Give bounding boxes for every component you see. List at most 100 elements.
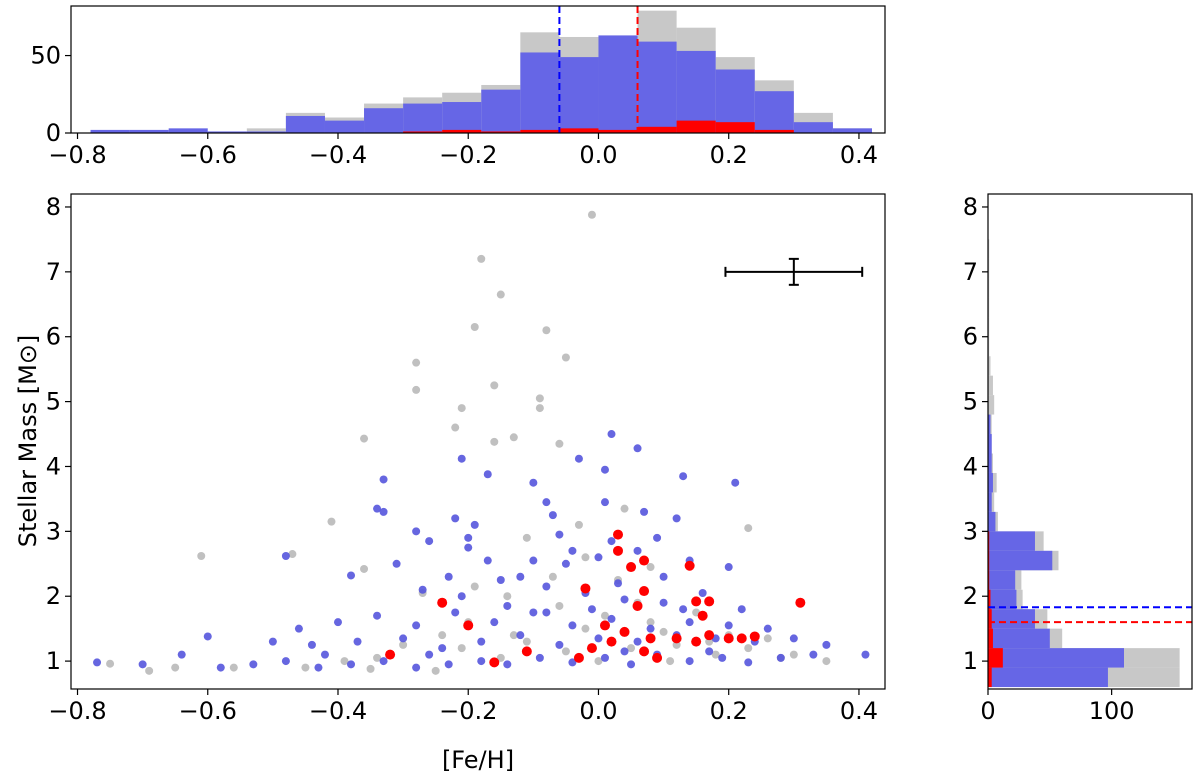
right-hist-bar-selected [988, 492, 992, 512]
scatter-x-axis: −0.8 −0.6 −0.4 −0.2 0.0 0.2 0.4 [48, 689, 878, 725]
right-histogram-median-lines [988, 606, 1192, 624]
scatter-points [93, 210, 870, 675]
scatter-point-red [613, 545, 624, 556]
scatter-point-gray [470, 322, 479, 331]
scatter-point-blue [685, 618, 694, 627]
scatter-point-red [626, 562, 637, 573]
scatter-point-blue [483, 470, 492, 479]
scatter-point-blue [659, 572, 668, 581]
scatter-point-blue [470, 520, 479, 529]
scatter-point-gray [744, 524, 753, 533]
scatter-point-blue [555, 640, 564, 649]
right-x-tick-label: 0 [980, 697, 995, 725]
scatter-y-tick-label: 2 [46, 582, 61, 610]
scatter-point-red [580, 583, 591, 594]
scatter-point-blue [516, 631, 525, 640]
scatter-point-red [521, 646, 532, 657]
scatter-point-blue [542, 498, 551, 507]
scatter-point-red [606, 636, 617, 647]
scatter-point-gray [509, 631, 518, 640]
scatter-point-red [749, 631, 760, 642]
scatter-point-red [645, 633, 656, 644]
top-hist-bar-selected [364, 108, 404, 133]
scatter-point-blue [659, 598, 668, 607]
top-x-tick-label: 0.0 [579, 141, 617, 169]
right-hist-bar-selected [988, 472, 993, 493]
scatter-point-red [704, 596, 715, 607]
scatter-point-blue [574, 454, 583, 463]
scatter-point-blue [731, 478, 740, 487]
top-hist-bar-all [246, 128, 286, 133]
scatter-point-blue [600, 465, 609, 474]
right-hist-bar-all [988, 317, 990, 337]
scatter-point-blue [698, 588, 707, 597]
scatter-point-blue [633, 444, 642, 453]
scatter-point-blue [627, 660, 636, 669]
top-hist-bar-red [754, 129, 794, 133]
scatter-point-blue [809, 650, 818, 659]
right-hist-bar-red [988, 570, 990, 590]
scatter-point-blue [347, 660, 356, 669]
right-y-tick-label: 3 [963, 517, 978, 545]
scatter-point-blue [216, 663, 225, 672]
right-histogram-frame [987, 193, 1193, 690]
scatter-point-gray [288, 550, 297, 559]
right-y-tick-label: 8 [963, 193, 978, 221]
scatter-point-blue [444, 660, 453, 669]
scatter-point-red [736, 633, 747, 644]
scatter-point-blue [281, 657, 290, 666]
top-histogram-frame [70, 5, 886, 134]
scatter-point-blue [633, 637, 642, 646]
top-hist-bar-red [676, 120, 716, 133]
scatter-point-blue [464, 533, 473, 542]
scatter-point-gray [646, 618, 655, 627]
scatter-point-gray [327, 517, 336, 526]
scatter-point-blue [307, 640, 316, 649]
top-hist-bar-selected [207, 131, 247, 133]
scatter-point-gray [535, 394, 544, 403]
top-hist-bar-selected [90, 129, 130, 133]
top-hist-bar-selected [559, 57, 599, 133]
right-hist-bar-selected [988, 589, 1017, 610]
scatter-point-blue [138, 660, 147, 669]
scatter-point-gray [412, 358, 421, 367]
scatter-point-gray [509, 433, 518, 442]
scatter-y-tick-label: 1 [46, 647, 61, 675]
scatter-point-gray [431, 666, 440, 675]
scatter-point-blue [177, 650, 186, 659]
scatter-point-blue [535, 653, 544, 662]
scatter-point-blue [633, 546, 642, 555]
scatter-point-blue [438, 644, 447, 653]
scatter-point-gray [477, 254, 486, 263]
top-x-tick-label: −0.8 [48, 141, 106, 169]
scatter-x-tick-label: −0.2 [439, 697, 497, 725]
top-hist-bar-red [559, 128, 599, 133]
scatter-point-blue [529, 556, 538, 565]
top-hist-bar-selected [598, 35, 638, 133]
scatter-point-blue [679, 605, 688, 614]
scatter-point-blue [503, 601, 512, 610]
scatter-point-gray [373, 653, 382, 662]
right-y-tick-label: 5 [963, 388, 978, 416]
top-hist-bar-selected [168, 128, 208, 133]
scatter-point-gray [581, 624, 590, 633]
scatter-point-blue [516, 572, 525, 581]
right-hist-bar-all [988, 356, 991, 376]
scatter-point-blue [490, 618, 499, 627]
scatter-point-blue [600, 653, 609, 662]
scatter-point-red [684, 560, 695, 571]
scatter-point-blue [724, 563, 733, 572]
scatter-point-gray [822, 657, 831, 666]
top-histogram-y-axis: 0 50 [30, 42, 71, 147]
right-hist-bar-red [988, 648, 1003, 668]
scatter-point-red [632, 600, 643, 611]
scatter-point-gray [666, 657, 675, 666]
scatter-point-blue [568, 658, 577, 667]
scatter-point-red [697, 610, 708, 621]
scatter-point-blue [607, 430, 616, 439]
right-histogram-panel: 0 100 1 2 3 4 5 6 7 8 [963, 193, 1193, 725]
scatter-point-blue [542, 582, 551, 591]
scatter-point-blue [548, 511, 557, 520]
scatter-point-blue [763, 624, 772, 633]
scatter-point-red [639, 555, 650, 566]
